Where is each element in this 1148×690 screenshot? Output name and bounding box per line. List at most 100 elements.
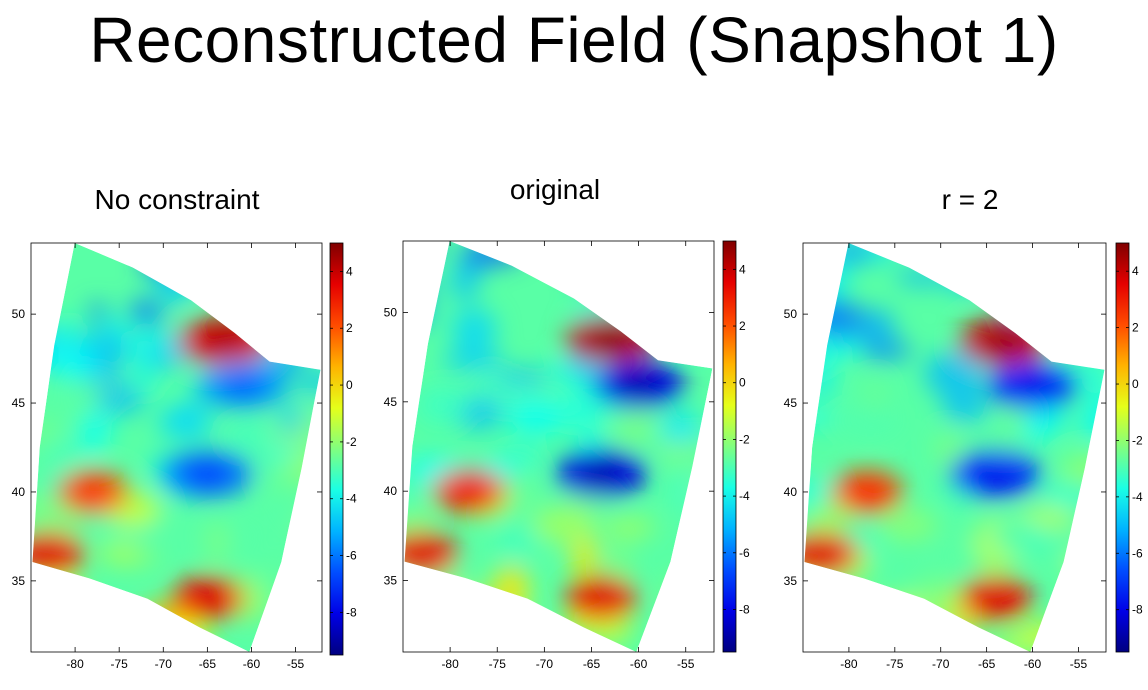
heatmap-cell (128, 297, 164, 328)
colorbar-tick-label: 4 (1132, 264, 1139, 278)
heatmap-cell (442, 349, 504, 371)
heatmap-cell (879, 509, 938, 541)
heatmap-cell (1040, 252, 1072, 272)
heatmap-cell (570, 242, 601, 286)
x-tick-label: -65 (583, 657, 601, 671)
heatmap-cell (506, 397, 567, 438)
heatmap-cell (654, 263, 708, 282)
heatmap-cell (32, 614, 83, 651)
heatmap-cell (141, 244, 180, 278)
heatmap-cell (922, 593, 967, 621)
colorbar-tick-label: -2 (346, 435, 357, 449)
heatmap-cell (423, 614, 470, 650)
heatmap-feature-core (582, 588, 619, 609)
y-tick-label: 35 (784, 574, 798, 588)
axes-frame (402, 240, 715, 653)
heatmap-cell (166, 619, 195, 652)
colorbar-tick-label: -2 (739, 432, 750, 446)
heatmap-cell (804, 408, 835, 428)
heatmap-cell (1040, 621, 1095, 650)
colorbar-tick-label: -8 (1132, 603, 1143, 617)
x-tick-label: -55 (677, 657, 695, 671)
heatmap-panel-2: -80 -75 -70 -65 -60 -55 35 40 45 50 4 2 0 -2 -4 -6 -8 (784, 242, 1143, 671)
heatmap-cell (220, 245, 255, 273)
heatmap-cell (136, 602, 182, 640)
heatmap-cell (156, 257, 197, 305)
heatmap-feature-core (614, 372, 663, 396)
x-tick-label: -80 (441, 657, 459, 671)
heatmap-cell (867, 243, 896, 262)
heatmap-cell (288, 504, 321, 535)
heatmap-cell (174, 630, 211, 652)
x-tick-label: -65 (978, 657, 996, 671)
panel-title-no-constraint: No constraint (94, 184, 260, 215)
heatmap-panel-1: -80 -75 -70 -65 -60 -55 35 40 45 50 4 2 0 -2 -4 -6 -8 (384, 240, 750, 671)
heatmap-cell (496, 368, 550, 386)
heatmap-cell (838, 409, 901, 434)
heatmap-cell (1081, 358, 1105, 397)
heatmap-cell (294, 312, 319, 336)
heatmap-cell (38, 343, 102, 369)
heatmap-cell (804, 329, 832, 377)
heatmap-cell (850, 605, 899, 625)
heatmap-cell (174, 398, 212, 442)
heatmap-cell (461, 241, 525, 265)
x-tick-label: -75 (111, 657, 129, 671)
heatmap-cell (280, 458, 320, 478)
heatmap-feature-core (404, 543, 440, 564)
y-tick-label: 50 (384, 305, 398, 319)
heatmap-cell (1052, 535, 1091, 562)
heatmap-cell (404, 243, 436, 262)
heatmap-feature-core (977, 588, 1014, 609)
heatmap-cell (1081, 408, 1104, 440)
heatmap-cell (940, 264, 997, 292)
heatmap-cell (700, 449, 713, 475)
y-tick-label: 50 (12, 307, 26, 321)
heatmap-cell (416, 385, 470, 426)
x-tick-label: -75 (489, 657, 507, 671)
heatmap-cell (859, 308, 896, 347)
heatmap-feature-core (576, 461, 625, 486)
colorbar-tick-label: 4 (346, 264, 353, 278)
heatmap-cell (570, 536, 600, 578)
heatmap-cell (123, 329, 166, 361)
heatmap-cell (1065, 527, 1090, 560)
heatmap-cell (493, 446, 544, 470)
heatmap-feature-core (586, 327, 635, 352)
heatmap-cell (806, 299, 869, 345)
heatmap-cell (1048, 313, 1100, 359)
x-tick-label: -80 (66, 657, 84, 671)
heatmap-cell (495, 564, 528, 612)
heatmap-cell (810, 368, 835, 397)
heatmap-cell (809, 582, 851, 603)
y-tick-label: 40 (384, 484, 398, 498)
x-tick-label: -65 (199, 657, 217, 671)
heatmap-feature-core (218, 373, 267, 398)
colorbar-tick-label: 0 (346, 378, 353, 392)
colorbar (722, 240, 737, 653)
y-tick-label: 40 (12, 485, 26, 499)
colorbar-tick-label: -6 (739, 546, 750, 560)
colorbar-tick-label: 0 (1132, 377, 1139, 391)
y-tick-label: 35 (12, 574, 26, 588)
heatmap-cell (603, 517, 656, 538)
heatmap-cell (32, 574, 87, 615)
heatmap-feature-core (183, 462, 232, 487)
x-tick-label: -80 (840, 657, 858, 671)
y-tick-label: 45 (12, 396, 26, 410)
axes-frame (802, 242, 1107, 653)
colorbar-tick-label: -8 (739, 602, 750, 616)
heatmap-cell (52, 436, 73, 477)
colorbar-tick-label: 2 (739, 319, 746, 333)
colorbar-tick-label: 2 (346, 321, 353, 335)
heatmap-cell (451, 307, 497, 353)
heatmap-cell (531, 506, 596, 544)
heatmap-cell (895, 268, 945, 286)
heatmap-cell (859, 340, 913, 361)
heatmap-cell (934, 539, 989, 571)
colorbar-tick-label: -2 (1132, 433, 1143, 447)
heatmap-field (404, 241, 713, 652)
heatmap-cell (404, 605, 430, 652)
heatmap-feature-core (804, 544, 840, 565)
